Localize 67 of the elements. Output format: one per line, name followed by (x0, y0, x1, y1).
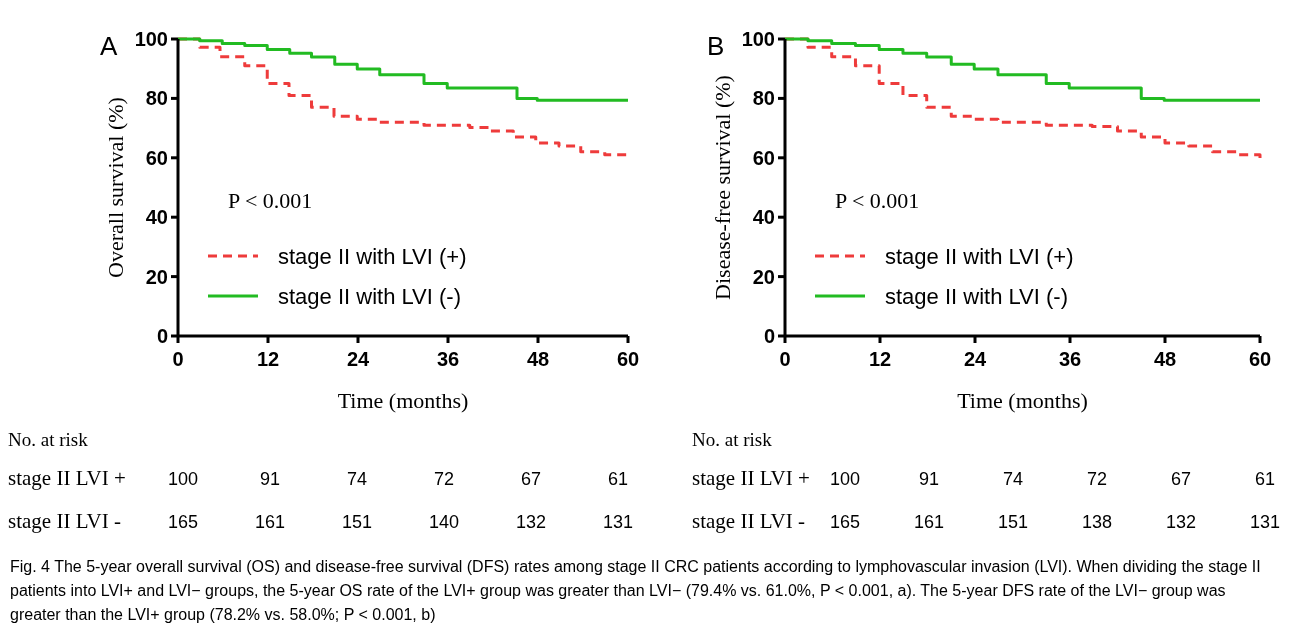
x-tick-label: 24 (963, 348, 987, 370)
text: 91 (918, 469, 940, 489)
text: 131 (602, 512, 634, 532)
text: 61 (607, 469, 629, 489)
text: 165 (829, 512, 861, 532)
text: 132 (1165, 512, 1197, 532)
x-axis-title: Time (months) (957, 388, 1088, 413)
text: stage II LVI + (692, 466, 810, 490)
y-tick-label: 40 (752, 206, 775, 229)
text: 161 (913, 512, 945, 532)
chart-title: A (100, 31, 118, 61)
y-axis-title: Disease-free survival (%) (710, 75, 735, 300)
x-tick-label: 48 (1153, 348, 1177, 370)
y-tick-label: 60 (145, 146, 168, 169)
text: stage II LVI - (8, 509, 121, 533)
text: 140 (428, 512, 460, 532)
y-tick-label: 80 (752, 87, 775, 110)
legend-label: stage II with LVI (+) (885, 243, 1074, 269)
text: 161 (254, 512, 286, 532)
annotation: P < 0.001 (228, 188, 313, 213)
x-tick-label: 12 (256, 348, 280, 370)
legend-label: stage II with LVI (+) (278, 243, 467, 269)
caption: Fig. 4 The 5-year overall survival (OS) and disease-free survival (DFS) rates among stage II CRC patients according to lymphovascular invasion (LVI). When dividing the stage II patients into LVI+ and LVI− groups, the 5-year OS rate of the LVI+ group was greater than LVI− (79.4% vs. 61.0%, P < 0.001, a). The 5-year DFS rate of the LVI− group was greater than the LVI+ group (78.2% vs. 58.0%; P < 0.001, b) (10, 558, 1261, 623)
x-tick-label: 12 (868, 348, 892, 370)
text: 132 (515, 512, 547, 532)
y-axis-title: Overall survival (%) (103, 97, 128, 278)
x-tick-label: 48 (526, 348, 550, 370)
x-tick-label: 36 (1058, 348, 1082, 370)
y-tick-label: 60 (752, 146, 775, 169)
legend-label: stage II with LVI (-) (885, 283, 1068, 309)
text: 131 (1249, 512, 1281, 532)
text: 151 (997, 512, 1029, 532)
text: 100 (167, 469, 199, 489)
text: stage II LVI + (8, 466, 126, 490)
y-tick-label: 0 (156, 325, 168, 347)
y-tick-label: 40 (145, 206, 168, 229)
x-tick-label: 0 (172, 348, 184, 370)
text: 72 (433, 469, 455, 489)
y-tick-label: 100 (134, 28, 168, 50)
y-tick-label: 100 (741, 28, 775, 50)
text: 100 (829, 469, 861, 489)
text: 72 (1086, 469, 1108, 489)
text: 74 (1002, 469, 1024, 489)
y-tick-label: 0 (763, 325, 775, 347)
x-tick-label: 60 (616, 348, 640, 370)
y-tick-label: 80 (145, 87, 168, 110)
text: 138 (1081, 512, 1113, 532)
y-tick-label: 20 (145, 265, 168, 288)
annotation: P < 0.001 (835, 188, 920, 213)
text: 165 (167, 512, 199, 532)
text: No. at risk (692, 429, 773, 450)
legend-label: stage II with LVI (-) (278, 283, 461, 309)
text: 67 (1170, 469, 1192, 489)
x-axis-title: Time (months) (337, 388, 469, 413)
text: 74 (346, 469, 368, 489)
x-tick-label: 36 (436, 348, 460, 370)
chart-title: B (707, 31, 725, 61)
text: 151 (341, 512, 373, 532)
text: 61 (1254, 469, 1276, 489)
text: 67 (520, 469, 542, 489)
x-tick-label: 24 (346, 348, 370, 370)
x-tick-label: 0 (779, 348, 791, 370)
x-tick-label: 60 (1248, 348, 1272, 370)
text: stage II LVI - (692, 509, 805, 533)
text: No. at risk (8, 429, 89, 450)
text: 91 (259, 469, 281, 489)
y-tick-label: 20 (752, 265, 775, 288)
